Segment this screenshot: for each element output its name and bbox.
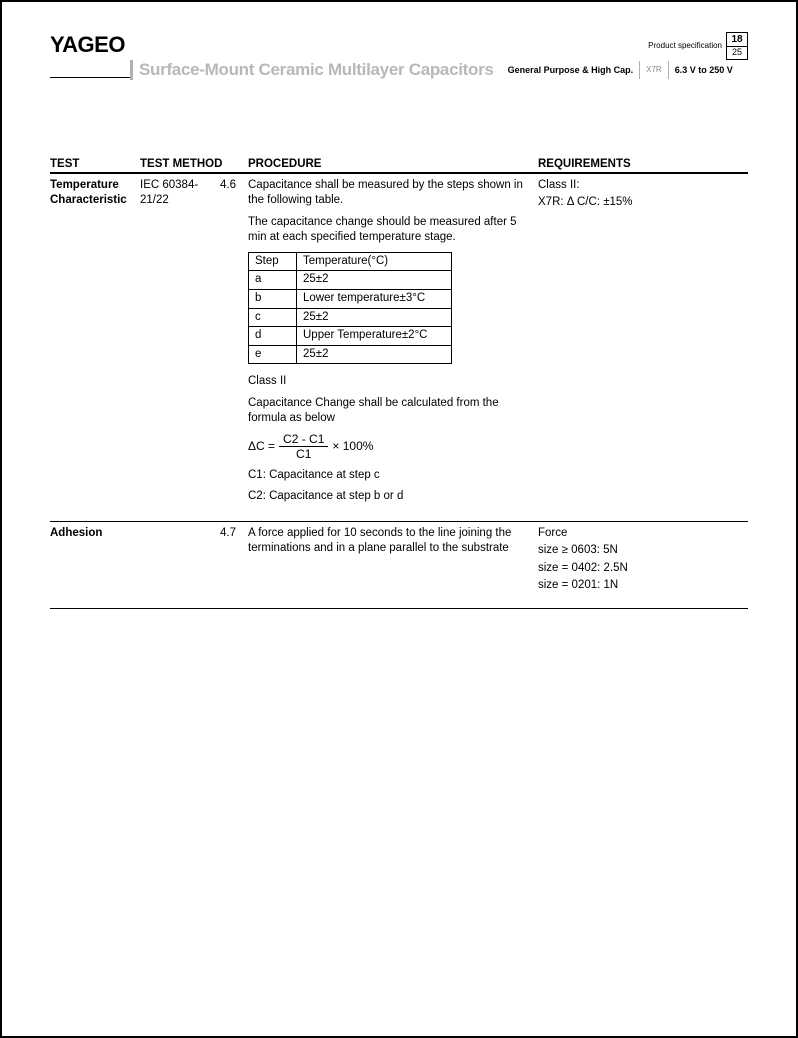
formula-numerator: C2 - C1	[279, 433, 328, 447]
step-cell: d	[249, 327, 297, 346]
title-divider	[130, 60, 133, 80]
title-left-rule	[50, 77, 130, 78]
formula-fraction: C2 - C1 C1	[279, 433, 328, 460]
col-header-procedure: PROCEDURE	[248, 158, 538, 173]
step-cell: Lower temperature±3°C	[297, 289, 452, 308]
req-text: X7R: Δ C/C: ±15%	[538, 195, 744, 211]
page: YAGEO Product specification 18 25 Surfac…	[0, 0, 798, 1038]
step-cell: 25±2	[297, 308, 452, 327]
cell-test: Temperature Characteristic	[50, 173, 140, 521]
page-total: 25	[727, 47, 747, 59]
page-current: 18	[727, 33, 747, 47]
cell-method	[140, 521, 220, 608]
subtitle-3: 6.3 V to 250 V	[669, 65, 739, 75]
step-cell: b	[249, 289, 297, 308]
logo: YAGEO	[50, 32, 125, 58]
req-text: Force	[538, 526, 744, 542]
cell-method: IEC 60384-21/22	[140, 173, 220, 521]
table-row: Adhesion 4.7 A force applied for 10 seco…	[50, 521, 748, 608]
req-text: Class II:	[538, 178, 744, 194]
req-text: size = 0201: 1N	[538, 578, 744, 594]
col-header-requirements: REQUIREMENTS	[538, 158, 748, 173]
proc-text: Class II	[248, 374, 528, 390]
cell-requirements: Force size ≥ 0603: 5N size = 0402: 2.5N …	[538, 521, 748, 608]
col-header-test: TEST	[50, 158, 140, 173]
step-cell: 25±2	[297, 345, 452, 364]
cell-method-num: 4.6	[220, 173, 248, 521]
cell-procedure: A force applied for 10 seconds to the li…	[248, 521, 538, 608]
proc-text: The capacitance change should be measure…	[248, 215, 528, 246]
header-right: Product specification 18 25	[125, 32, 748, 60]
step-header-step: Step	[249, 252, 297, 271]
step-cell: 25±2	[297, 271, 452, 290]
step-table: Step Temperature(°C) a25±2 bLower temper…	[248, 252, 452, 364]
req-text: size = 0402: 2.5N	[538, 561, 744, 577]
step-cell: Upper Temperature±2°C	[297, 327, 452, 346]
proc-text: Capacitance shall be measured by the ste…	[248, 178, 528, 209]
main-title: Surface-Mount Ceramic Multilayer Capacit…	[139, 60, 494, 80]
formula-lhs: ΔC =	[248, 438, 275, 454]
proc-text: Capacitance Change shall be calculated f…	[248, 396, 528, 427]
formula-rhs: × 100%	[332, 438, 373, 454]
step-header-temp: Temperature(°C)	[297, 252, 452, 271]
step-cell: a	[249, 271, 297, 290]
proc-text: C2: Capacitance at step b or d	[248, 489, 528, 505]
title-bar: Surface-Mount Ceramic Multilayer Capacit…	[50, 60, 748, 80]
formula-denominator: C1	[296, 447, 311, 460]
step-cell: c	[249, 308, 297, 327]
cell-method-num: 4.7	[220, 521, 248, 608]
subtitle-2: X7R	[640, 65, 668, 74]
req-text: size ≥ 0603: 5N	[538, 543, 744, 559]
page-header: YAGEO Product specification 18 25	[50, 32, 748, 60]
cell-procedure: Capacitance shall be measured by the ste…	[248, 173, 538, 521]
cell-requirements: Class II: X7R: Δ C/C: ±15%	[538, 173, 748, 521]
col-header-method: TEST METHOD	[140, 158, 248, 173]
proc-text: C1: Capacitance at step c	[248, 468, 528, 484]
cell-test: Adhesion	[50, 521, 140, 608]
subtitle-1: General Purpose & High Cap.	[494, 65, 640, 75]
table-row: Temperature Characteristic IEC 60384-21/…	[50, 173, 748, 521]
spec-table: TEST TEST METHOD PROCEDURE REQUIREMENTS …	[50, 158, 748, 609]
proc-text: A force applied for 10 seconds to the li…	[248, 526, 528, 557]
page-number-row: Product specification 18 25	[648, 32, 748, 60]
step-cell: e	[249, 345, 297, 364]
page-number-box: 18 25	[726, 32, 748, 60]
product-spec-label: Product specification	[648, 41, 722, 50]
formula: ΔC = C2 - C1 C1 × 100%	[248, 433, 528, 460]
